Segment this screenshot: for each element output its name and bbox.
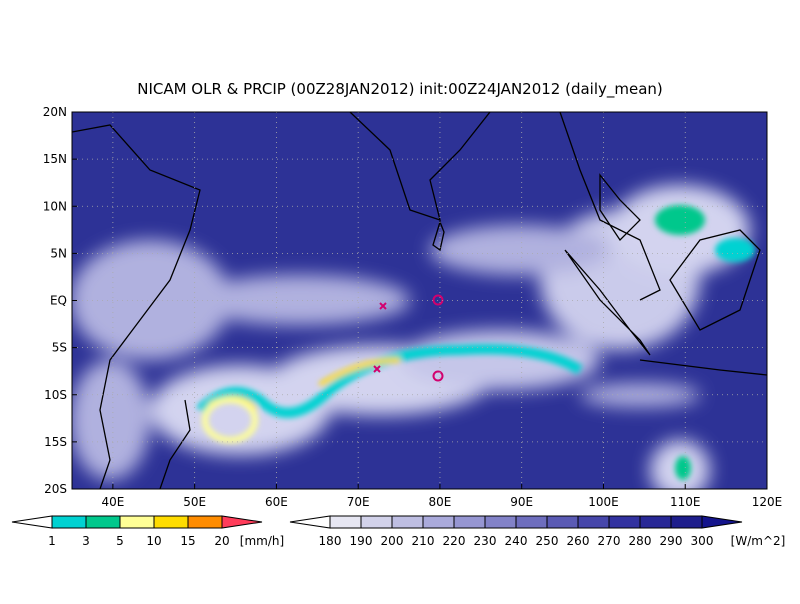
colorbar-box — [670, 515, 703, 529]
lon-label: 80E — [429, 495, 452, 509]
colorbar-box — [546, 515, 579, 529]
lat-label: EQ — [50, 294, 67, 308]
colorbar-label: 190 — [350, 534, 373, 548]
colorbar-label: 270 — [598, 534, 621, 548]
colorbar-arrow — [289, 515, 331, 529]
colorbar-label: 1 — [48, 534, 56, 548]
colorbar-box — [422, 515, 455, 529]
lat-label: 10N — [43, 199, 67, 213]
lat-label: 5S — [52, 341, 67, 355]
colorbar-box — [153, 515, 189, 529]
colorbar-box — [119, 515, 155, 529]
colorbar-label: 260 — [567, 534, 590, 548]
lat-label: 15N — [43, 152, 67, 166]
colorbar-unit: [W/m^2] — [731, 534, 786, 548]
colorbar-label: 290 — [660, 534, 683, 548]
colorbar-label: 10 — [146, 534, 161, 548]
lon-label: 120E — [752, 495, 783, 509]
colorbar-box — [515, 515, 548, 529]
colorbar-label: 230 — [474, 534, 497, 548]
colorbar-box — [51, 515, 87, 529]
colorbar-box — [85, 515, 121, 529]
lon-label: 90E — [510, 495, 533, 509]
colorbar-label: 280 — [629, 534, 652, 548]
colorbar-arrow — [701, 515, 743, 529]
lat-label: 5N — [50, 246, 67, 260]
colorbar-box — [391, 515, 424, 529]
lat-label: 20N — [43, 105, 67, 119]
map-field — [72, 112, 767, 489]
colorbar-label: 5 — [116, 534, 124, 548]
colorbar-box — [577, 515, 610, 529]
colorbar-label: 200 — [381, 534, 404, 548]
colorbar-arrow — [11, 515, 53, 529]
lon-label: 110E — [670, 495, 701, 509]
colorbar-box — [329, 515, 362, 529]
colorbar-label: 3 — [82, 534, 90, 548]
colorbar-box — [360, 515, 393, 529]
colorbar-box — [453, 515, 486, 529]
lat-label: 15S — [44, 435, 67, 449]
colorbar-arrow — [221, 515, 263, 529]
colorbar-box — [639, 515, 672, 529]
colorbar-label: 220 — [443, 534, 466, 548]
colorbar-label: 240 — [505, 534, 528, 548]
lon-label: 40E — [101, 495, 124, 509]
lon-label: 70E — [347, 495, 370, 509]
map-title: NICAM OLR & PRCIP (00Z28JAN2012) init:00… — [137, 80, 663, 99]
colorbar-label: 300 — [691, 534, 714, 548]
colorbar-unit: [mm/h] — [240, 534, 284, 548]
marker — [373, 294, 444, 382]
colorbar-box — [484, 515, 517, 529]
lon-label: 60E — [265, 495, 288, 509]
lat-label: 20S — [44, 482, 67, 496]
colorbar-label: 180 — [319, 534, 342, 548]
colorbar-box — [608, 515, 641, 529]
colorbar-label: 20 — [214, 534, 229, 548]
lon-label: 100E — [588, 495, 619, 509]
lon-label: 50E — [183, 495, 206, 509]
colorbar-label: 210 — [412, 534, 435, 548]
colorbar-label: 15 — [180, 534, 195, 548]
colorbar-label: 250 — [536, 534, 559, 548]
lat-label: 10S — [44, 388, 67, 402]
colorbar-box — [187, 515, 223, 529]
